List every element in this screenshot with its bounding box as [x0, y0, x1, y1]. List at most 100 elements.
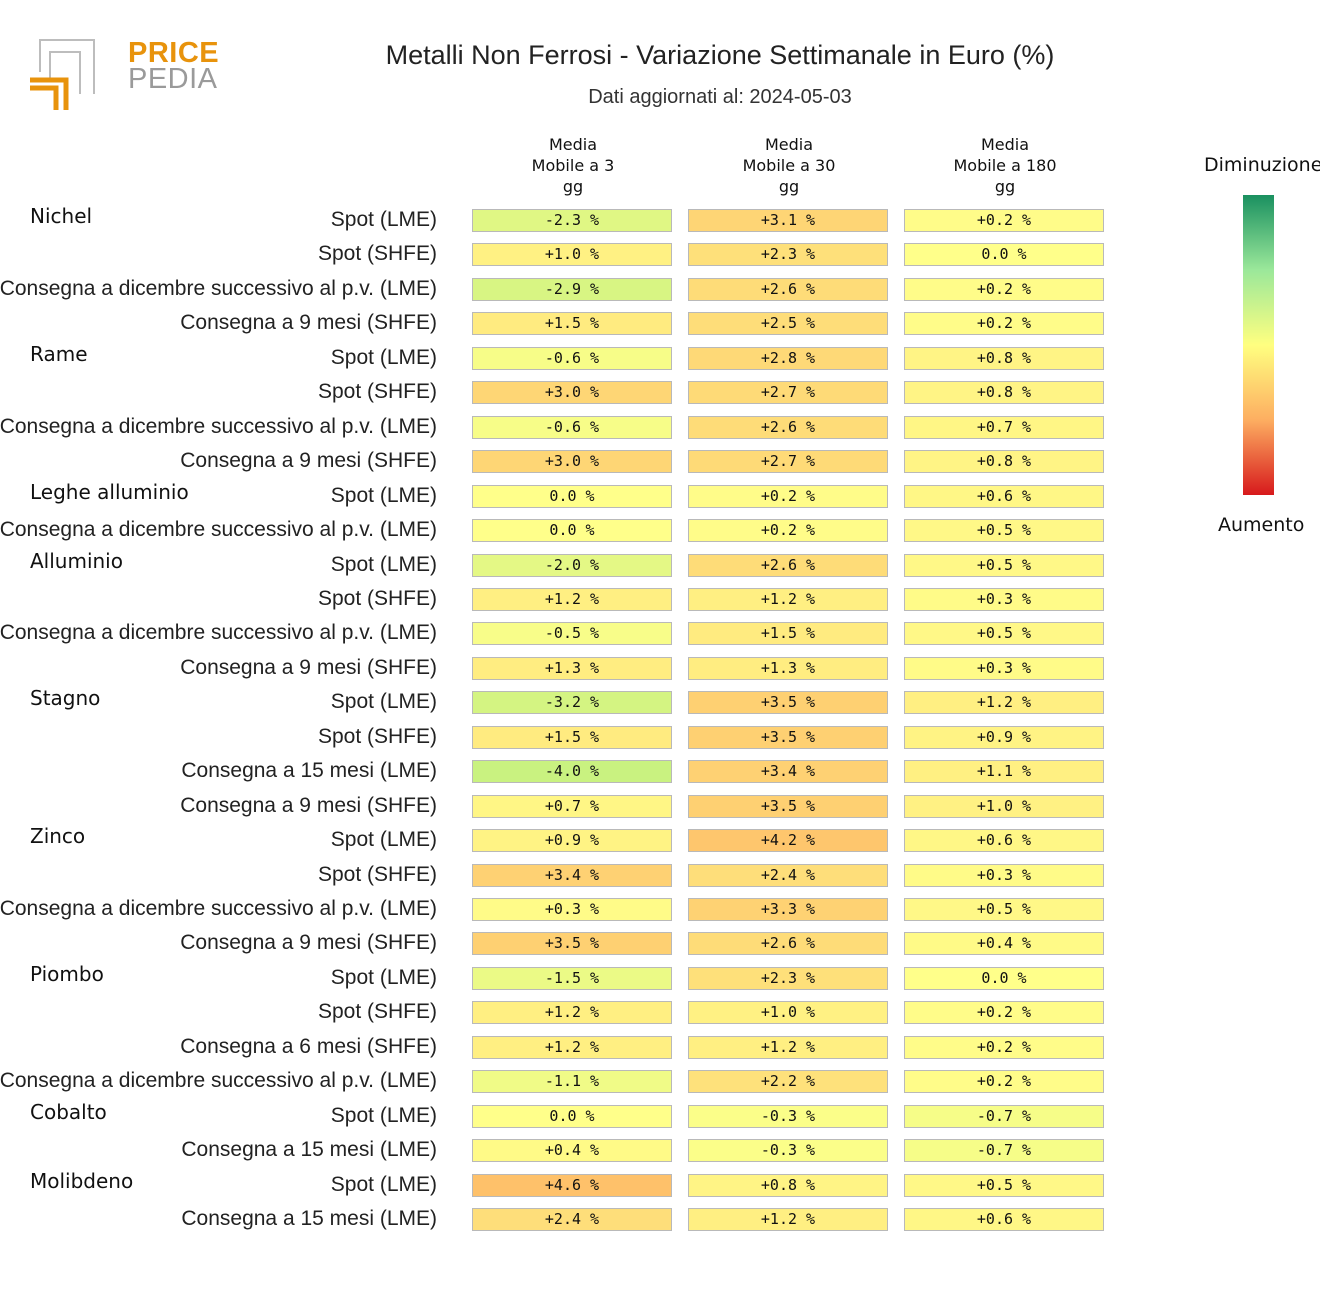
row-label: Spot (LME): [330, 1103, 437, 1127]
row-label: Consegna a 9 mesi (SHFE): [180, 931, 437, 955]
heatmap-cell: +0.5 %: [904, 553, 1104, 577]
logo-word-pedia: PEDIA: [128, 63, 218, 95]
heatmap-cell: +3.3 %: [688, 898, 888, 921]
heatmap-cell: +2.3 %: [688, 243, 888, 267]
heatmap-cell: +0.5 %: [904, 519, 1104, 543]
group-label: Zinco: [30, 824, 86, 849]
heatmap-cell: +1.2 %: [688, 1035, 888, 1059]
heatmap-cell: +0.2 %: [904, 1070, 1104, 1094]
heatmap-cell: +0.5 %: [904, 1173, 1104, 1197]
heatmap-cell: +2.4 %: [688, 863, 888, 887]
heatmap-cell: 0.0 %: [472, 1104, 672, 1128]
heatmap-cell: +0.3 %: [904, 587, 1104, 611]
heatmap-cell: +2.4 %: [472, 1208, 672, 1232]
pricepedia-logo: PRICE PEDIA: [28, 36, 219, 111]
chart-title: Metalli Non Ferrosi - Variazione Settima…: [385, 40, 1055, 70]
heatmap-cell: -1.1 %: [472, 1070, 672, 1094]
heatmap-cell: +0.6 %: [904, 484, 1104, 508]
row-label: Spot (SHFE): [317, 242, 437, 266]
column-header-ma180: Media Mobile a 180 gg: [953, 135, 1057, 196]
heatmap-cell: -0.3 %: [688, 1104, 888, 1128]
heatmap-cell: -0.7 %: [904, 1104, 1104, 1128]
heatmap-cell: +0.2 %: [688, 519, 888, 543]
heatmap-cell: +1.2 %: [472, 587, 672, 611]
heatmap-cell: +0.8 %: [904, 346, 1104, 370]
heatmap-cell: +2.3 %: [688, 966, 888, 990]
heatmap-cell: +3.5 %: [688, 725, 888, 749]
heatmap-cell: -3.2 %: [472, 691, 672, 715]
row-label: Consegna a 6 mesi (SHFE): [180, 1034, 437, 1058]
row-label: Spot (LME): [330, 690, 437, 714]
color-scale-bar: [1243, 195, 1274, 495]
group-label: Rame: [30, 341, 88, 366]
heatmap-cell: +0.9 %: [472, 829, 672, 853]
heatmap-cell: +1.5 %: [472, 725, 672, 749]
heatmap-cell: +1.2 %: [688, 587, 888, 611]
heatmap-cell: -0.7 %: [904, 1139, 1104, 1163]
row-label: Consegna a 15 mesi (LME): [181, 1138, 437, 1162]
row-label: Spot (SHFE): [317, 586, 437, 610]
row-label: Spot (LME): [330, 483, 437, 507]
legend-bottom-label: Aumento: [1218, 514, 1305, 536]
row-label: Consegna a dicembre successivo al p.v. (…: [0, 1069, 437, 1093]
heatmap-cell: +1.5 %: [688, 622, 888, 646]
heatmap-cell: +2.2 %: [688, 1070, 888, 1094]
heatmap-cell: +3.5 %: [688, 691, 888, 715]
heatmap-cell: +1.2 %: [904, 691, 1104, 715]
row-label: Consegna a 9 mesi (SHFE): [180, 655, 437, 679]
heatmap-cell: +0.2 %: [904, 277, 1104, 301]
group-label: Molibdeno: [30, 1168, 134, 1193]
heatmap-cell: +1.0 %: [688, 1001, 888, 1025]
heatmap-cell: +3.5 %: [688, 794, 888, 818]
row-label: Consegna a dicembre successivo al p.v. (…: [0, 276, 437, 300]
heatmap-cell: +0.8 %: [688, 1173, 888, 1197]
heatmap-cell: +3.1 %: [688, 209, 888, 232]
heatmap-cell: +1.3 %: [472, 656, 672, 680]
row-label: Consegna a 15 mesi (LME): [181, 759, 437, 783]
row-label: Spot (LME): [330, 828, 437, 852]
heatmap-cell: -2.3 %: [472, 209, 672, 232]
logo-word-price: PRICE: [128, 37, 220, 69]
heatmap-cell: +1.2 %: [472, 1035, 672, 1059]
column-header-ma3: Media Mobile a 3 gg: [531, 135, 615, 196]
heatmap-cell: +2.5 %: [688, 312, 888, 336]
heatmap-cell: +2.7 %: [688, 381, 888, 405]
row-label: Consegna a 15 mesi (LME): [181, 1207, 437, 1231]
group-label: Piombo: [30, 961, 104, 986]
heatmap-cell: 0.0 %: [472, 519, 672, 543]
heatmap-cell: -0.6 %: [472, 346, 672, 370]
heatmap-cell: +0.3 %: [904, 656, 1104, 680]
row-label: Spot (SHFE): [317, 380, 437, 404]
heatmap-cell: +4.2 %: [688, 829, 888, 853]
row-label: Spot (LME): [330, 965, 437, 989]
column-header-ma30: Media Mobile a 30 gg: [742, 135, 836, 196]
row-label: Consegna a 9 mesi (SHFE): [180, 449, 437, 473]
heatmap-cell: 0.0 %: [904, 243, 1104, 267]
row-label: Consegna a dicembre successivo al p.v. (…: [0, 897, 437, 920]
heatmap-cell: +1.2 %: [688, 1208, 888, 1232]
heatmap-cell: -2.9 %: [472, 277, 672, 301]
row-label: Spot (LME): [330, 345, 437, 369]
heatmap-cell: +0.8 %: [904, 450, 1104, 474]
heatmap-cell: -1.5 %: [472, 966, 672, 990]
heatmap-cell: +0.3 %: [472, 898, 672, 921]
chart-subtitle: Dati aggiornati al: 2024-05-03: [588, 86, 852, 108]
heatmap-cell: +0.5 %: [904, 898, 1104, 921]
heatmap-cell: +0.5 %: [904, 622, 1104, 646]
heatmap-cell: 0.0 %: [472, 484, 672, 508]
row-label: Spot (LME): [330, 552, 437, 576]
heatmap-cell: +0.2 %: [688, 484, 888, 508]
heatmap-cell: +0.6 %: [904, 1208, 1104, 1232]
heatmap-cell: +2.6 %: [688, 553, 888, 577]
heatmap-cell: +0.2 %: [904, 1035, 1104, 1059]
heatmap-cell: +0.7 %: [904, 415, 1104, 439]
group-label: Leghe alluminio: [30, 479, 189, 504]
heatmap-cell: +2.7 %: [688, 450, 888, 474]
heatmap-cell: -0.5 %: [472, 622, 672, 646]
heatmap-cell: +1.2 %: [472, 1001, 672, 1025]
row-label: Consegna a 9 mesi (SHFE): [180, 793, 437, 817]
heatmap-cell: +0.2 %: [904, 1001, 1104, 1025]
row-label: Spot (SHFE): [317, 862, 437, 886]
heatmap-cell: +1.0 %: [904, 794, 1104, 818]
heatmap-cell: +1.0 %: [472, 243, 672, 267]
